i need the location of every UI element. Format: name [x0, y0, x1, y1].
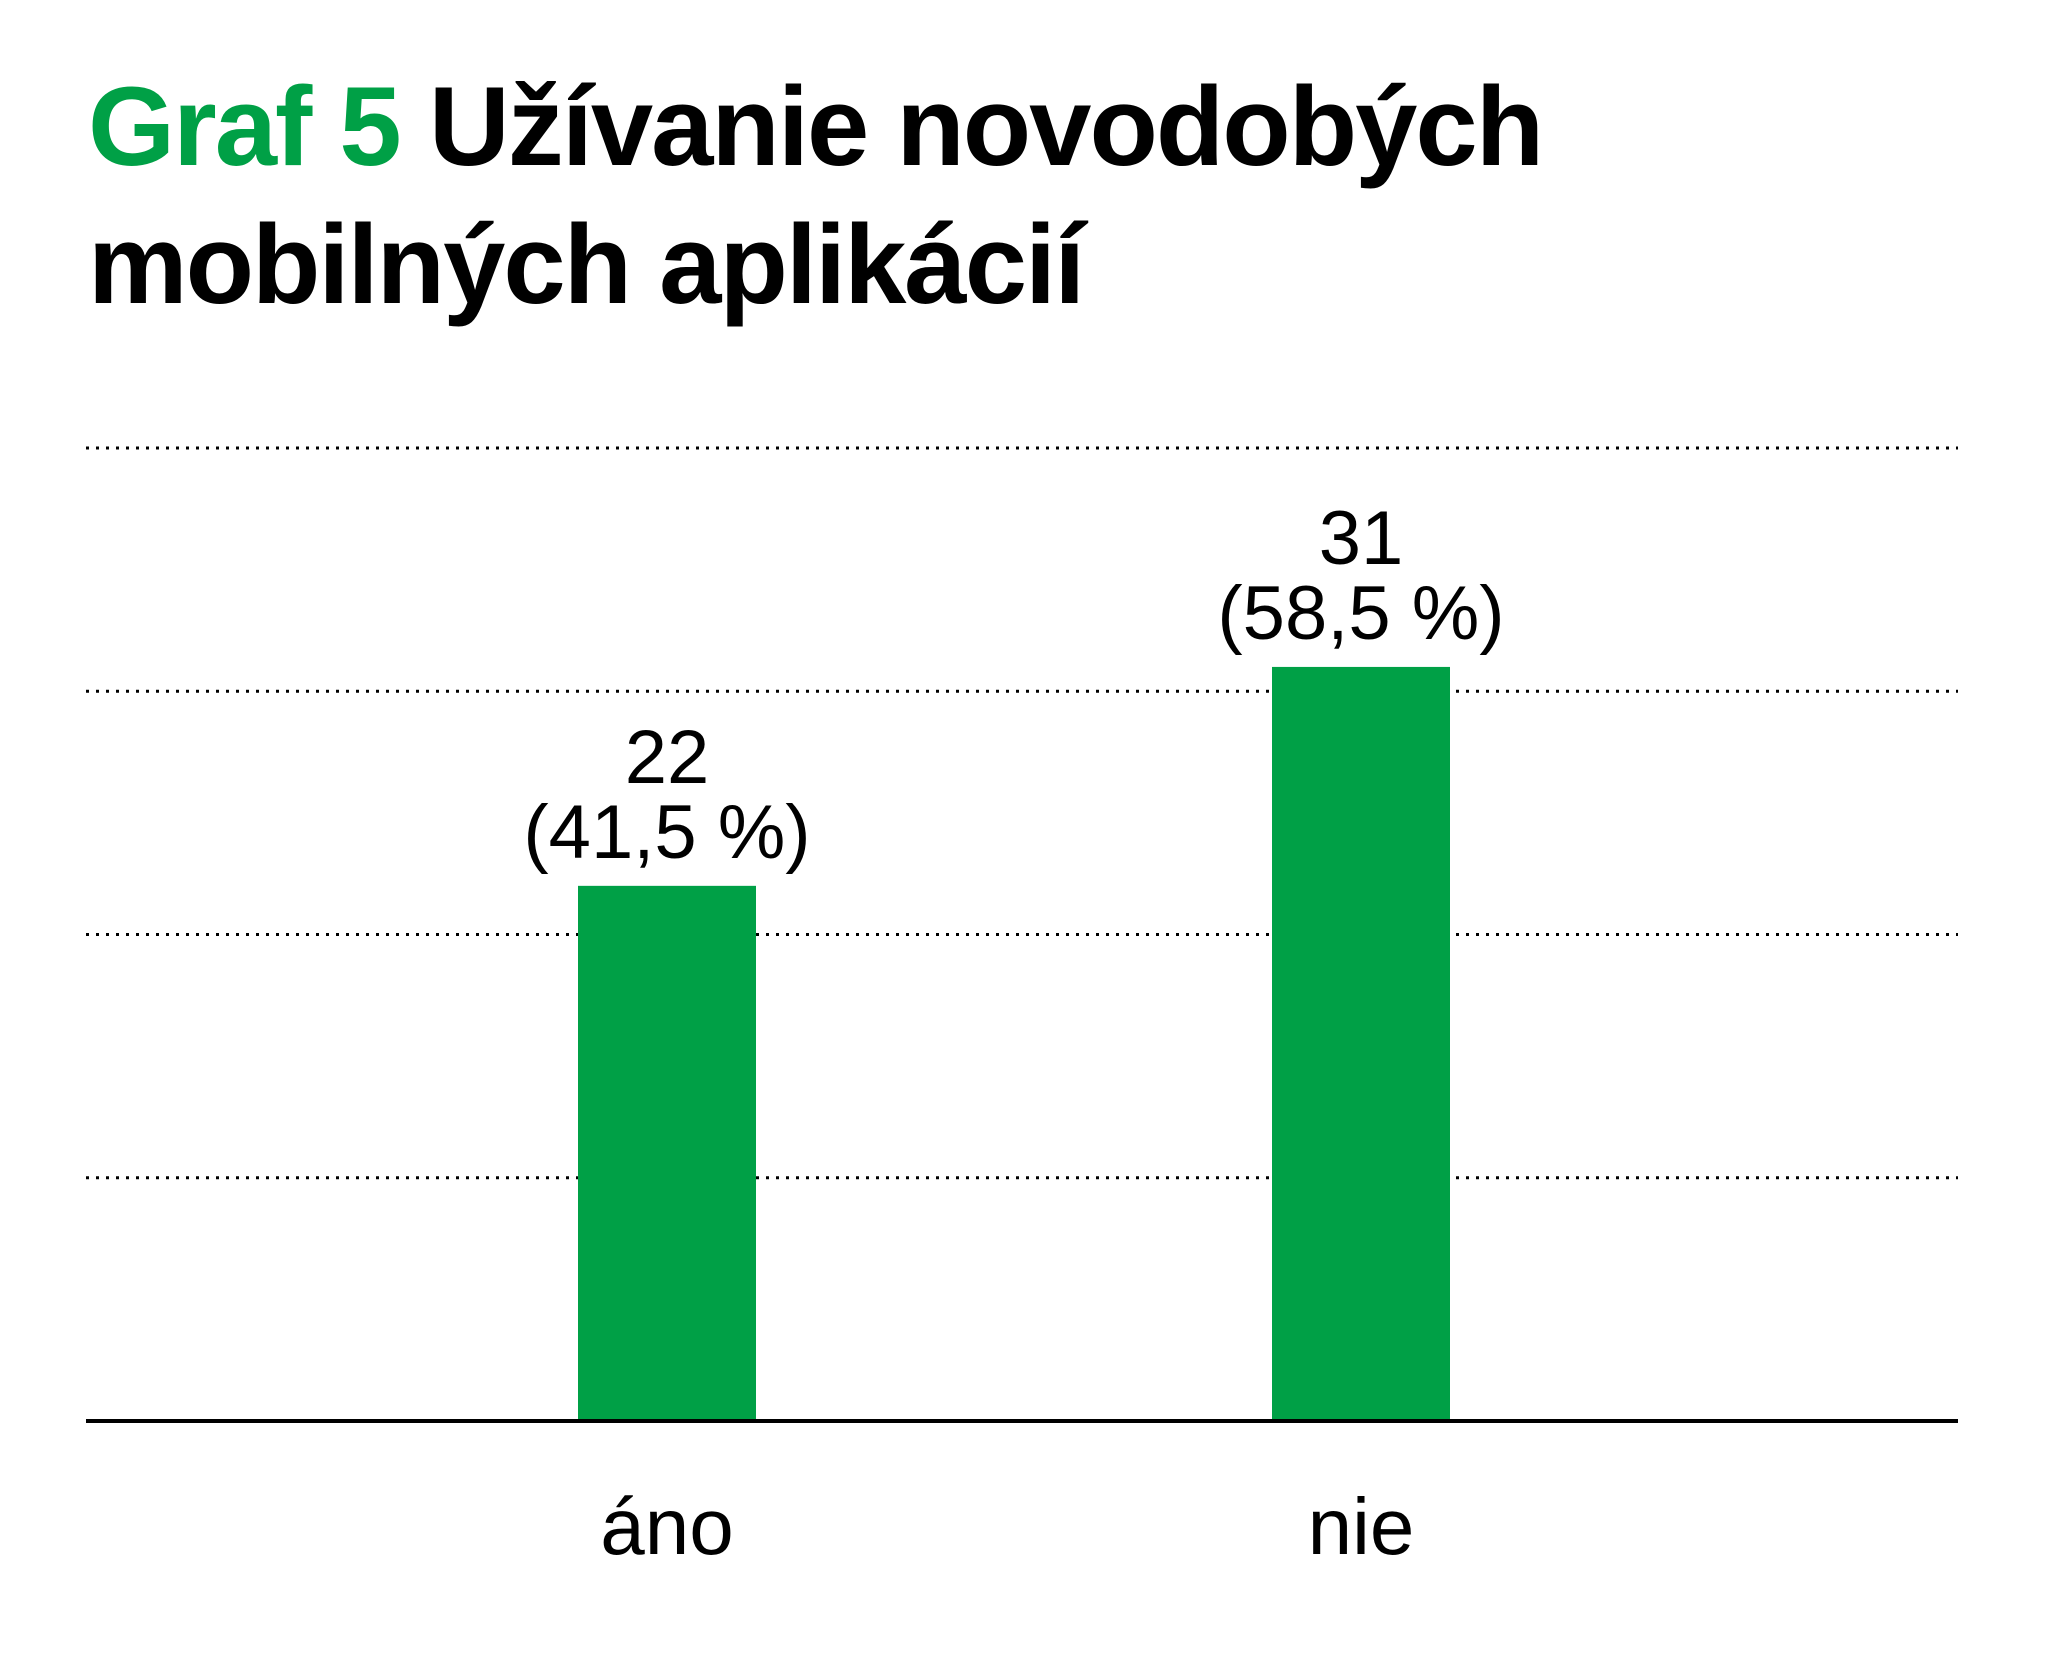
chart-title: Graf 5 Užívanie novodobých mobilných apl…	[88, 58, 1888, 334]
bar-percent-label: (58,5 %)	[1217, 571, 1504, 656]
bar-value-label: 22	[625, 715, 710, 800]
chart-title-text: Užívanie novodobých mobilných aplikácií	[88, 64, 1544, 327]
bar-nie	[1272, 666, 1450, 1421]
bars	[578, 666, 1450, 1421]
bar-áno	[578, 885, 756, 1421]
gridlines	[86, 446, 1958, 1180]
data-labels: 22(41,5 %) 31(58,5 %)	[523, 496, 1504, 875]
x-tick-label: nie	[1308, 1482, 1415, 1571]
x-tick-label: áno	[600, 1482, 733, 1571]
x-tick-labels: áno nie	[600, 1482, 1414, 1571]
bar-value-label: 31	[1319, 496, 1404, 581]
chart-title-prefix: Graf 5	[88, 64, 402, 189]
bar-percent-label: (41,5 %)	[523, 790, 810, 875]
